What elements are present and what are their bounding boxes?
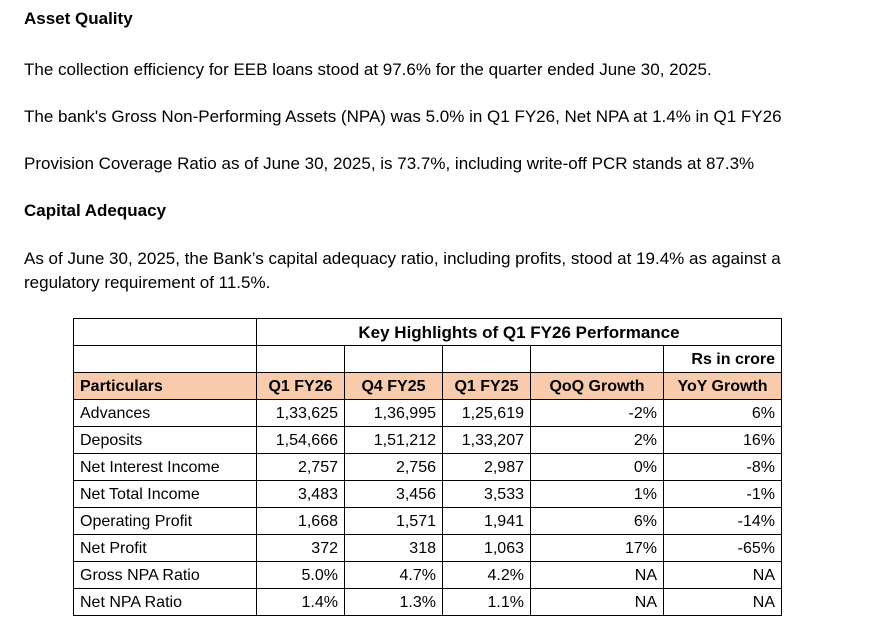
table-cell: 2,757 xyxy=(256,453,345,481)
column-header: QoQ Growth xyxy=(530,372,664,400)
table-cell: 0% xyxy=(530,453,664,481)
table-cell xyxy=(73,345,257,373)
table-header-row: Particulars Q1 FY26 Q4 FY25 Q1 FY25 QoQ … xyxy=(73,372,782,400)
table-unit-row: Rs in crore xyxy=(73,345,782,373)
table-cell xyxy=(256,345,345,373)
row-label: Deposits xyxy=(73,426,257,454)
table-cell: 1,668 xyxy=(256,507,345,535)
npa-paragraph: The bank's Gross Non-Performing Assets (… xyxy=(24,107,782,126)
table-cell: 1,36,995 xyxy=(344,399,443,427)
provision-coverage-paragraph: Provision Coverage Ratio as of June 30, … xyxy=(24,154,755,173)
table-cell xyxy=(344,345,443,373)
table-title-row: Key Highlights of Q1 FY26 Performance xyxy=(73,318,782,346)
table-row: Net NPA Ratio 1.4% 1.3% 1.1% NA NA xyxy=(73,588,782,616)
table-cell: 16% xyxy=(663,426,782,454)
table-title-blank-cell xyxy=(73,318,257,346)
table-cell xyxy=(442,345,531,373)
table-cell: 1.1% xyxy=(442,588,531,616)
column-header: Q1 FY26 xyxy=(256,372,345,400)
table-cell: -1% xyxy=(663,480,782,508)
table-cell: 1,33,207 xyxy=(442,426,531,454)
table-cell: -8% xyxy=(663,453,782,481)
table-cell xyxy=(530,345,664,373)
row-label: Gross NPA Ratio xyxy=(73,561,257,589)
row-label: Operating Profit xyxy=(73,507,257,535)
table-cell: 6% xyxy=(663,399,782,427)
row-label: Advances xyxy=(73,399,257,427)
table-cell: -14% xyxy=(663,507,782,535)
table-cell: 2% xyxy=(530,426,664,454)
table-cell: 17% xyxy=(530,534,664,562)
column-header: YoY Growth xyxy=(663,372,782,400)
table-cell: NA xyxy=(663,561,782,589)
row-label: Net Total Income xyxy=(73,480,257,508)
table-cell: 4.7% xyxy=(344,561,443,589)
key-highlights-table: Key Highlights of Q1 FY26 Performance Rs… xyxy=(73,318,782,616)
table-cell: NA xyxy=(663,588,782,616)
row-label: Net Profit xyxy=(73,534,257,562)
table-row: Net Interest Income 2,757 2,756 2,987 0% -8% xyxy=(73,453,782,481)
table-cell: 1,51,212 xyxy=(344,426,443,454)
table-cell: 5.0% xyxy=(256,561,345,589)
row-label: Net NPA Ratio xyxy=(73,588,257,616)
table-unit-label: Rs in crore xyxy=(663,345,782,373)
table-row: Operating Profit 1,668 1,571 1,941 6% -14% xyxy=(73,507,782,535)
asset-quality-heading: Asset Quality xyxy=(24,9,133,28)
column-header: Q4 FY25 xyxy=(344,372,443,400)
table-cell: 1,571 xyxy=(344,507,443,535)
column-header: Particulars xyxy=(73,372,257,400)
table-cell: 4.2% xyxy=(442,561,531,589)
table-cell: 6% xyxy=(530,507,664,535)
table-cell: 372 xyxy=(256,534,345,562)
table-row: Net Profit 372 318 1,063 17% -65% xyxy=(73,534,782,562)
capital-adequacy-paragraph: As of June 30, 2025, the Bank’s capital … xyxy=(24,249,781,292)
table-cell: 1,941 xyxy=(442,507,531,535)
table-cell: 1,54,666 xyxy=(256,426,345,454)
table-row: Advances 1,33,625 1,36,995 1,25,619 -2% 6% xyxy=(73,399,782,427)
table-title: Key Highlights of Q1 FY26 Performance xyxy=(256,318,782,346)
table-cell: 1,33,625 xyxy=(256,399,345,427)
table-cell: 1,25,619 xyxy=(442,399,531,427)
table-row: Net Total Income 3,483 3,456 3,533 1% -1% xyxy=(73,480,782,508)
table-cell: 2,756 xyxy=(344,453,443,481)
table-row: Deposits 1,54,666 1,51,212 1,33,207 2% 16% xyxy=(73,426,782,454)
collection-efficiency-paragraph: The collection efficiency for EEB loans … xyxy=(24,60,712,79)
table-cell: 3,456 xyxy=(344,480,443,508)
table-cell: -2% xyxy=(530,399,664,427)
capital-adequacy-heading: Capital Adequacy xyxy=(24,201,167,220)
table-cell: 3,533 xyxy=(442,480,531,508)
table-cell: 3,483 xyxy=(256,480,345,508)
table-cell: 1.3% xyxy=(344,588,443,616)
table-cell: 1,063 xyxy=(442,534,531,562)
table-row: Gross NPA Ratio 5.0% 4.7% 4.2% NA NA xyxy=(73,561,782,589)
table-cell: -65% xyxy=(663,534,782,562)
row-label: Net Interest Income xyxy=(73,453,257,481)
table-cell: 318 xyxy=(344,534,443,562)
table-cell: NA xyxy=(530,588,664,616)
table-cell: NA xyxy=(530,561,664,589)
column-header: Q1 FY25 xyxy=(442,372,531,400)
table-cell: 1.4% xyxy=(256,588,345,616)
table-cell: 1% xyxy=(530,480,664,508)
table-cell: 2,987 xyxy=(442,453,531,481)
